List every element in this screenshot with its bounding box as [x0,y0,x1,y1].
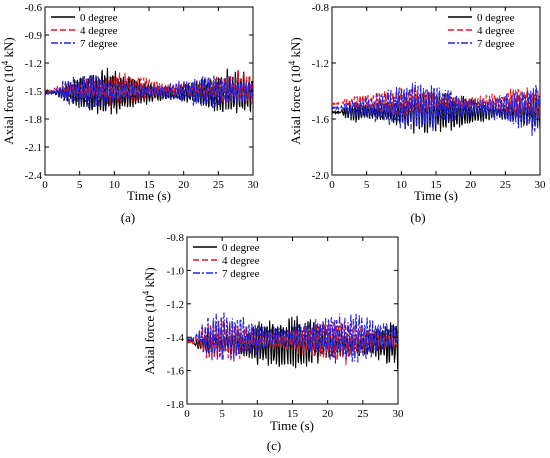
x-tick-label: 20 [465,179,477,191]
y-axis-label-sup: 4 [141,290,151,295]
legend-label: 0 degree [222,242,260,254]
series-line-7-degree [45,75,253,109]
ticks-layer: 0 5 10 15 20 25 30 -1.8 -1.6 -1.4 -1.2 -1.0 -0.8 [167,232,404,420]
panel-caption: (b) [410,210,425,225]
plot-frame [186,236,399,405]
x-axis-label: Time (s) [270,418,314,433]
x-tick-label: 25 [500,179,512,191]
y-tick-label: -2.4 [25,170,43,182]
panel-caption: (a) [121,210,135,225]
chart-panel-a: 0 5 10 15 20 25 30 -2.4 -2.1 -1.8 -1.5 -1.2 -0.9 -0.6… [0,2,259,225]
x-tick-label: 5 [364,179,370,191]
y-axis-label: Axial force (104 kN) [141,267,157,374]
x-tick-label: 15 [287,408,299,420]
series-line-7-degree [332,81,540,136]
y-tick-label: -1.8 [25,114,43,126]
y-tick-label: -0.8 [167,232,185,244]
y-tick-label: -2.1 [25,142,42,154]
y-axis-label-tail: kN) [142,267,157,290]
legend-label: 4 degree [80,25,118,37]
y-tick-label: -1.6 [167,366,185,378]
y-tick-label: -1.0 [167,265,185,277]
legend-label: 7 degree [222,268,260,280]
legend-label: 4 degree [477,25,515,37]
legend-label: 0 degree [80,12,118,24]
legend-label: 7 degree [477,38,515,50]
y-axis-label-sup: 4 [287,60,297,65]
y-tick-label: -1.2 [167,299,184,311]
x-tick-label: 30 [535,179,547,191]
series-line-7-degree [187,312,398,365]
y-tick-label: -1.2 [25,58,42,70]
y-tick-label: -1.6 [312,114,330,126]
x-tick-label: 30 [248,179,260,191]
y-tick-label: -1.4 [167,332,185,344]
ticks-layer: 0 5 10 15 20 25 30 -2.0 -1.6 -1.2 -0.8 [312,2,546,191]
x-tick-label: 20 [178,179,190,191]
x-tick-label: 10 [252,408,264,420]
y-tick-label: -0.8 [312,2,330,14]
series-layer [45,67,253,115]
x-tick-label: 0 [42,179,48,191]
x-tick-label: 0 [184,408,190,420]
x-tick-label: 10 [396,179,408,191]
y-axis-label: Axial force (104 kN) [0,37,16,144]
x-tick-label: 10 [109,179,121,191]
y-axis-label-main: Axial force (10 [1,65,16,144]
y-axis-label-tail: kN) [1,37,16,60]
x-axis-label: Time (s) [127,188,171,203]
x-tick-label: 30 [393,408,405,420]
x-tick-label: 15 [144,179,156,191]
x-tick-label: 15 [431,179,443,191]
x-tick-label: 20 [322,408,334,420]
x-axis-label: Time (s) [414,188,458,203]
y-tick-label: -2.0 [312,170,330,182]
y-tick-label: -1.2 [312,58,329,70]
chart-panel-c: 0 5 10 15 20 25 30 -1.8 -1.6 -1.4 -1.2 -1.0 -0.8 0 d… [141,232,404,453]
y-axis-label-main: Axial force (10 [288,65,303,144]
y-axis-label-sup: 4 [0,60,10,65]
y-tick-label: -1.8 [167,399,185,411]
x-tick-label: 5 [77,179,83,191]
x-tick-label: 25 [357,408,369,420]
y-axis-label-tail: kN) [288,37,303,60]
series-layer [332,81,540,136]
ticks-layer: 0 5 10 15 20 25 30 -2.4 -2.1 -1.8 -1.5 -1.2 -0.9 -0.6 [25,2,259,191]
legend-label: 4 degree [222,255,260,267]
x-tick-label: 0 [329,179,335,191]
legend-label: 0 degree [477,12,515,24]
series-line-4-degree [332,87,540,118]
y-axis-label-main: Axial force (10 [142,295,157,374]
series-line-0-degree [45,67,253,115]
y-tick-label: -1.5 [25,86,43,98]
x-tick-label: 5 [219,408,225,420]
y-tick-label: -0.9 [25,30,43,42]
y-tick-label: -0.6 [25,2,43,14]
series-layer [187,312,398,369]
x-tick-label: 25 [213,179,225,191]
legend-label: 7 degree [80,38,118,50]
panel-caption: (c) [267,438,281,453]
y-axis-label: Axial force (104 kN) [287,37,303,144]
